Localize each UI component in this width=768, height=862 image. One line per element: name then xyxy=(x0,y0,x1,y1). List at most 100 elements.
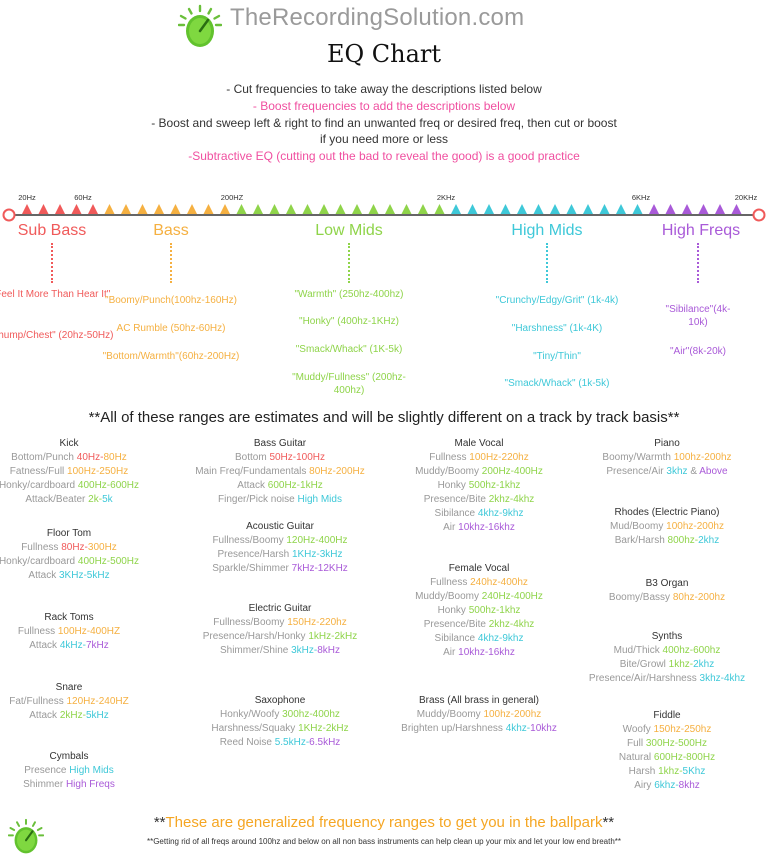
frequency-range: 1kHz-2kHz xyxy=(308,631,358,642)
frequency-range: 500hz-1khz xyxy=(468,605,521,616)
frequency-range: 2khz xyxy=(698,535,720,546)
frequency-range: 100Hz-220hz xyxy=(469,452,529,463)
frequency-range: 4khz- xyxy=(505,723,531,734)
instrument-setting: Shimmer/Shine 3kHz-8kHz xyxy=(185,644,375,658)
setting-label: Honky xyxy=(437,480,469,491)
frequency-range: 150hz-250hz xyxy=(653,724,712,735)
desc-high-mids-2: "Harshness" (1k-4K) xyxy=(511,323,603,334)
instrument-name: Snare xyxy=(55,682,83,693)
frequency-range: 1KHz-3kHz xyxy=(291,549,343,560)
instrument-setting: Presence/Harsh 1KHz-3kHz xyxy=(185,548,375,562)
frequency-range: 100hz-200hz xyxy=(666,521,724,532)
instrument-name: Synths xyxy=(651,631,683,642)
frequency-range: 100hz-200hz xyxy=(673,452,732,463)
setting-label: Fullness xyxy=(21,542,62,553)
page-title: EQ Chart xyxy=(326,40,442,68)
frequency-range: 80hz-200hz xyxy=(672,592,726,603)
instrument-setting: Presence/Bite 2khz-4khz xyxy=(384,493,574,507)
setting-label: Shimmer/Shine xyxy=(219,645,292,656)
intro-line-3: - Boost and sweep left & right to find a… xyxy=(151,116,617,130)
spectrum-triangle xyxy=(38,204,49,214)
setting-label: Presence/Harsh/Honky xyxy=(202,631,309,642)
setting-label: Honky/cardboard xyxy=(0,556,78,567)
spectrum-triangle xyxy=(566,204,577,214)
setting-label: Presence/Bite xyxy=(423,494,489,505)
spectrum-triangle xyxy=(55,204,65,214)
footer-note: **Getting rid of all freqs around 100hz … xyxy=(146,837,622,846)
setting-label: Air xyxy=(443,647,459,658)
instrument-setting: Natural 600Hz-800Hz xyxy=(572,751,762,765)
spectrum-triangle xyxy=(302,204,313,214)
setting-label: Airy xyxy=(634,780,655,791)
instrument-setting: Fullness 100Hz-220hz xyxy=(384,451,574,465)
instrument-setting: Honky/Woofy 300hz-400hz xyxy=(185,708,375,722)
frequency-range: 2khz-4khz xyxy=(488,619,535,630)
instrument-setting: Muddy/Boomy 100hz-200hz xyxy=(384,708,574,722)
setting-label: Woofy xyxy=(622,724,654,735)
setting-label: Harshness/Squaky xyxy=(211,723,299,734)
instrument-acoustic-guitar: Acoustic Guitar Fullness/Boomy 120Hz-400H… xyxy=(185,520,375,576)
frequency-range: 600Hz-1kHz xyxy=(267,480,323,491)
instrument-electric-guitar: Electric Guitar Fullness/Boomy 150Hz-220h… xyxy=(185,602,375,658)
tick-label: 20KHz xyxy=(735,193,758,202)
setting-label: Air xyxy=(443,522,459,533)
instrument-floor-tom: Floor Tom Fullness 80Hz-300Hz Honky/cardbo… xyxy=(0,527,164,583)
spectrum-triangle xyxy=(550,204,560,214)
frequency-range: 600Hz-800Hz xyxy=(653,752,716,763)
frequency-range: 2khz xyxy=(693,659,715,670)
spectrum-triangle xyxy=(517,204,527,214)
instrument-name: Fiddle xyxy=(653,710,681,721)
setting-label: Muddy/Boomy xyxy=(415,466,482,477)
frequency-range: 3khz-4khz xyxy=(699,673,746,684)
setting-label: Bite/Growl xyxy=(619,659,669,670)
instrument-b3-organ: B3 Organ Boomy/Bassy 80hz-200hz xyxy=(572,577,762,605)
footer-headline: **These are generalized frequency ranges… xyxy=(0,814,768,831)
setting-label: Full xyxy=(626,738,646,749)
connector-sub-bass xyxy=(51,243,53,283)
instrument-setting: Muddy/Boomy 240Hz-400Hz xyxy=(384,590,574,604)
instrument-setting: Presence/Air 3khz & Above xyxy=(572,465,762,479)
spectrum-triangle xyxy=(71,204,82,214)
instrument-setting: Finger/Pick noise High Mids xyxy=(185,493,375,507)
instrument-name: Male Vocal xyxy=(454,438,504,449)
spectrum-triangle xyxy=(236,204,247,214)
frequency-range: 2k- xyxy=(88,494,103,505)
frequency-range: High Mids xyxy=(297,494,342,505)
intro-line-4: if you need more or less xyxy=(319,132,449,146)
instrument-setting: Fullness 80Hz-300Hz xyxy=(0,541,164,555)
setting-label: Sibilance xyxy=(434,508,478,519)
spectrum-triangle xyxy=(319,204,329,214)
frequency-range: 2khz-4khz xyxy=(488,494,535,505)
setting-label: Brighten up/Harshness xyxy=(401,723,506,734)
instrument-setting: Full 300Hz-500Hz xyxy=(572,737,762,751)
spectrum-triangle xyxy=(451,204,461,214)
spectrum-triangle xyxy=(269,204,280,214)
setting-label: Fat/Fullness xyxy=(9,696,67,707)
band-label-low-mids: Low Mids xyxy=(315,222,383,239)
setting-label: Presence/Harsh xyxy=(217,549,292,560)
instrument-saxophone: Saxophone Honky/Woofy 300hz-400hz Harshnes… xyxy=(185,694,375,750)
spectrum-triangle xyxy=(253,204,263,214)
instrument-name: Cymbals xyxy=(49,751,89,762)
instrument-setting: Mud/Boomy 100hz-200hz xyxy=(572,520,762,534)
frequency-range: 150Hz-220hz xyxy=(287,617,347,628)
instrument-name: B3 Organ xyxy=(645,578,689,589)
instrument-setting: Honky/cardboard 400Hz-600Hz xyxy=(0,479,164,493)
frequency-range: 4kHz- xyxy=(59,640,86,651)
instrument-setting: Sparkle/Shimmer 7kHz-12KHz xyxy=(185,562,375,576)
desc-low-mids-1: "Warmth" (250hz-400hz) xyxy=(294,289,404,300)
tick-label: 2KHz xyxy=(437,193,456,202)
frequency-range: High Mids xyxy=(69,765,114,776)
instrument-setting: Main Freq/Fundamentals 80Hz-200Hz xyxy=(185,465,375,479)
instrument-setting: Mud/Thick 400hz-600hz xyxy=(572,644,762,658)
instrument-setting: Brighten up/Harshness 4khz-10khz xyxy=(384,722,574,736)
instrument-setting: Bottom 50Hz-100Hz xyxy=(185,451,375,465)
frequency-range: 3khz xyxy=(666,466,688,477)
instrument-setting: Shimmer High Freqs xyxy=(0,778,164,792)
setting-label: Natural xyxy=(618,752,654,763)
setting-label: Boomy/Bassy xyxy=(608,592,673,603)
instrument-rack-toms: Rack Toms Fullness 100Hz-400HZ Attack 4kHz… xyxy=(0,611,164,653)
instrument-rhodes: Rhodes (Electric Piano) Mud/Boomy 100hz-2… xyxy=(572,506,762,548)
setting-label: Reed Noise xyxy=(219,737,275,748)
setting-label: Attack/Beater xyxy=(25,494,89,505)
